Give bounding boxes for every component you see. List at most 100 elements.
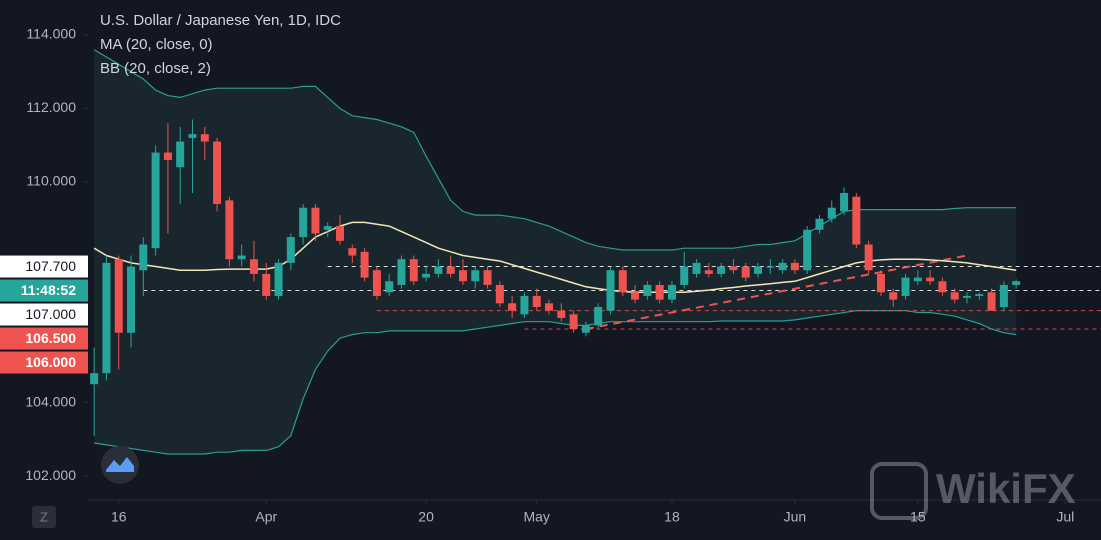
candle-body — [274, 262, 283, 296]
candle-body — [385, 281, 394, 293]
candle-body — [409, 259, 418, 282]
price-label: 106.000 — [25, 354, 76, 370]
candle-body — [520, 295, 529, 315]
price-label-box — [0, 351, 88, 374]
candle-body — [286, 237, 295, 263]
candle-body — [852, 196, 861, 245]
candle-body — [901, 277, 910, 296]
candle-body — [815, 218, 824, 230]
y-tick-label: 110.000 — [26, 173, 76, 189]
price-label: 107.000 — [25, 306, 76, 322]
watermark-text: WikiFX — [936, 465, 1076, 512]
price-label-box — [0, 327, 88, 350]
candle-body — [975, 294, 984, 296]
candle-body — [372, 270, 381, 296]
candle-body — [188, 134, 197, 138]
candle-body — [237, 255, 246, 260]
candle-body — [249, 259, 258, 274]
candle-body — [176, 141, 185, 168]
candle-body — [618, 270, 627, 293]
candle-body — [692, 262, 701, 274]
x-tick-label: May — [523, 509, 549, 525]
y-tick-label: 114.000 — [26, 26, 76, 42]
candle-body — [790, 262, 799, 271]
candle-body — [323, 226, 332, 230]
price-label-box — [0, 279, 88, 302]
x-tick-label: Jul — [1056, 509, 1074, 525]
candle-body — [766, 266, 775, 268]
x-tick-label: 15 — [910, 509, 926, 525]
candle-body — [594, 306, 603, 326]
candle-body — [655, 284, 664, 300]
trend-line — [585, 254, 968, 331]
candle-body — [962, 295, 971, 298]
candle-body — [397, 259, 406, 285]
logo-circle[interactable] — [101, 446, 139, 484]
band-fill — [94, 49, 1017, 454]
candle-body — [680, 266, 689, 285]
price-label-box — [0, 303, 88, 326]
candle-body — [704, 270, 713, 274]
candle-body — [913, 277, 922, 282]
candle-body — [729, 266, 738, 271]
candle-body — [840, 193, 849, 212]
candle-body — [581, 325, 590, 333]
chart-title: U.S. Dollar / Japanese Yen, 1D, IDC — [100, 12, 341, 29]
indicator-label: MA (20, close, 0) — [100, 36, 213, 53]
candle-body — [299, 207, 308, 238]
candle-body — [225, 200, 234, 260]
candle-body — [163, 152, 172, 160]
button-label[interactable]: Z — [40, 509, 48, 524]
x-tick-label: Jun — [784, 509, 807, 525]
indicator-label: BB (20, close, 2) — [100, 60, 211, 77]
price-label-box — [0, 255, 88, 278]
x-tick-label: 18 — [664, 509, 680, 525]
logo[interactable] — [101, 446, 139, 484]
candle-body — [889, 292, 898, 300]
candle-body — [803, 229, 812, 271]
candle-body — [532, 295, 541, 307]
candle-body — [471, 270, 480, 282]
watermark-icon — [870, 462, 928, 520]
candle-body — [741, 266, 750, 278]
candle-body — [667, 284, 676, 300]
candle-body — [631, 292, 640, 300]
price-label: 11:48:52 — [21, 282, 76, 298]
band-line — [94, 310, 1017, 455]
candle-body — [557, 310, 566, 319]
candle-body — [434, 266, 443, 274]
candle-body — [151, 152, 160, 249]
candle-body — [127, 266, 136, 333]
candle-body — [999, 284, 1008, 307]
candle-body — [348, 248, 357, 256]
candle-body — [200, 134, 209, 142]
candle-body — [717, 266, 726, 274]
candle-body — [90, 373, 99, 385]
candle-body — [422, 273, 431, 278]
y-tick-label: 104.000 — [25, 393, 76, 409]
candle-body — [139, 244, 148, 271]
candle-body — [827, 207, 836, 219]
candle-body — [545, 303, 554, 311]
candle-body — [102, 262, 111, 374]
candle-body — [950, 292, 959, 300]
candle-body — [643, 284, 652, 296]
candle-body — [778, 262, 787, 271]
logo-icon[interactable] — [106, 457, 134, 472]
candle-body — [569, 314, 578, 330]
plot — [90, 49, 1101, 455]
candle-body — [1012, 281, 1021, 285]
candle-body — [446, 266, 455, 274]
candle-body — [458, 270, 467, 282]
ma-line — [93, 221, 1017, 294]
button[interactable] — [32, 506, 56, 528]
band-line — [93, 49, 1017, 251]
candle-body — [360, 251, 369, 278]
x-tick-label: 20 — [418, 509, 434, 525]
candle-body — [336, 226, 345, 241]
price-label: 107.700 — [25, 258, 76, 274]
candle-body — [876, 273, 885, 293]
candle-body — [483, 270, 492, 285]
